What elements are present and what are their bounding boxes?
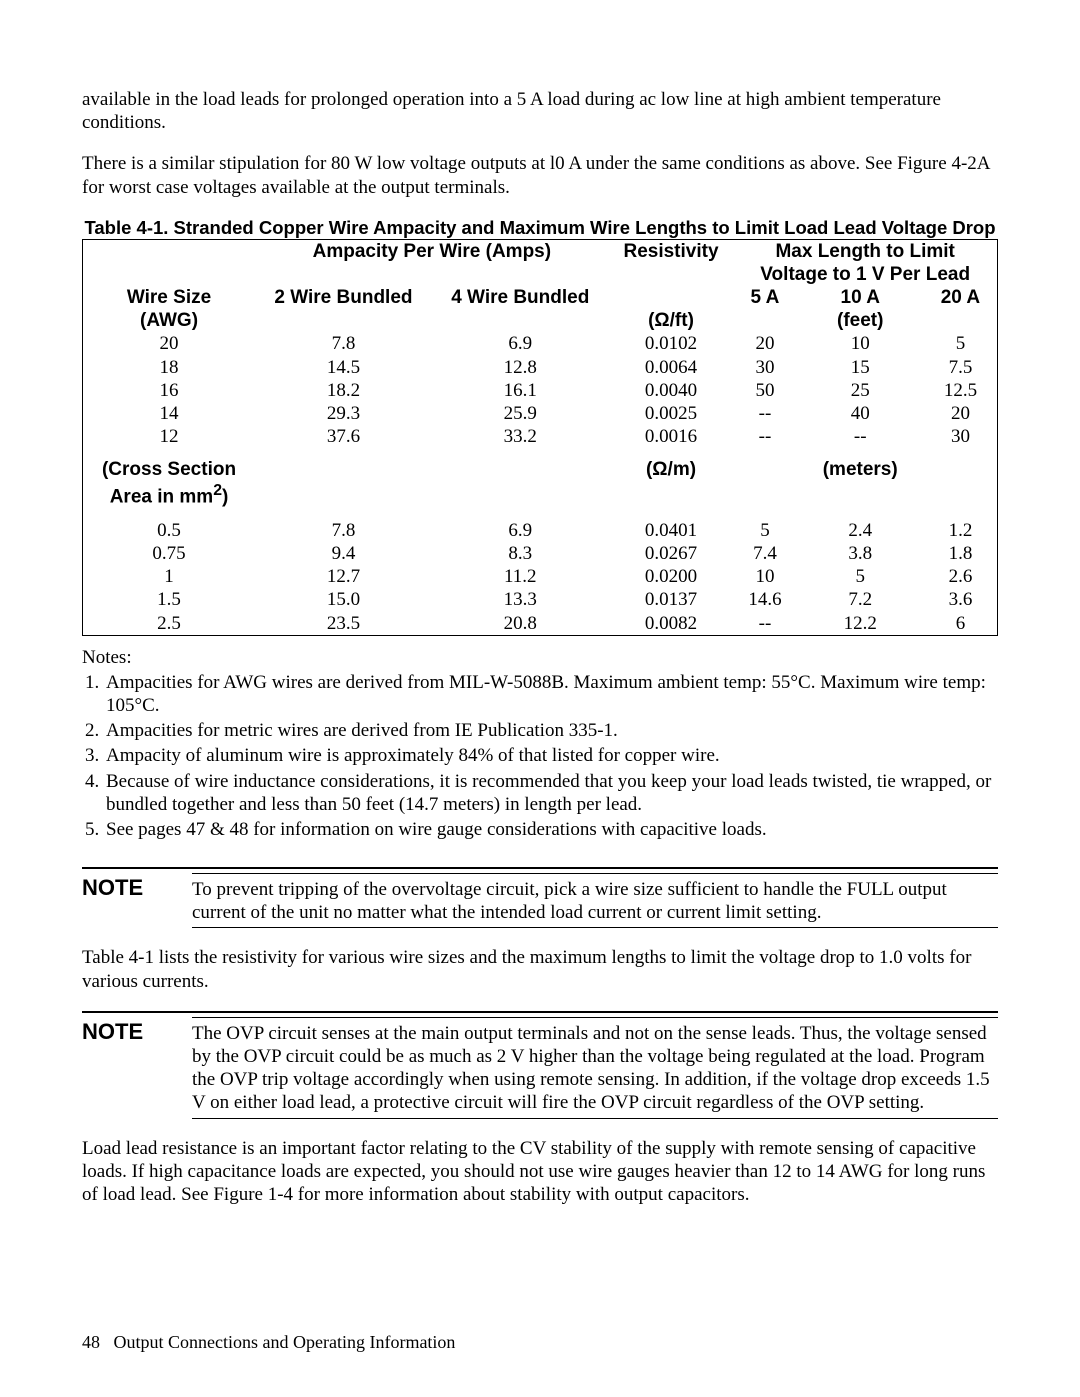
col-10a: 10 A [797, 286, 924, 309]
table-row: 0.759.48.30.02677.43.81.8 [83, 542, 998, 565]
table-head-row-5: (Cross Section (Ω/m) (meters) [83, 458, 998, 481]
footer-title: Output Connections and Operating Informa… [114, 1332, 456, 1352]
page: available in the load leads for prolonge… [0, 0, 1080, 1397]
paragraph-1: available in the load leads for prolonge… [82, 88, 998, 134]
table-row: 2.523.520.80.0082--12.26 [83, 612, 998, 636]
paragraph-4: Load lead resistance is an important fac… [82, 1137, 998, 1207]
table-head-row-3: Wire Size 2 Wire Bundled 4 Wire Bundled … [83, 286, 998, 309]
col-group-ampacity: Ampacity Per Wire (Amps) [255, 239, 609, 263]
table-row: 1814.512.80.006430157.5 [83, 356, 998, 379]
col-wire-size: Wire Size [83, 286, 256, 309]
table-row: 0.57.86.90.040152.41.2 [83, 519, 998, 542]
note-text: To prevent tripping of the overvoltage c… [192, 873, 998, 928]
table-head-row-2: Voltage to 1 V Per Lead [83, 263, 998, 286]
unit-feet: (feet) [797, 309, 924, 332]
note-label: NOTE [82, 873, 192, 901]
unit-cross-l1: (Cross Section [83, 458, 256, 481]
table-row: 1.515.013.30.013714.67.23.6 [83, 588, 998, 611]
note-box-1: NOTE To prevent tripping of the overvolt… [82, 867, 998, 930]
wire-table: Ampacity Per Wire (Amps) Resistivity Max… [82, 239, 998, 636]
paragraph-2: There is a similar stipulation for 80 W … [82, 152, 998, 198]
unit-res-m: (Ω/m) [609, 458, 734, 481]
col-20a: 20 A [924, 286, 998, 309]
unit-awg: (AWG) [83, 309, 256, 332]
notes-block: Notes: Ampacities for AWG wires are deri… [82, 646, 998, 841]
table-row: 1237.633.20.0016----30 [83, 425, 998, 448]
col-4wire: 4 Wire Bundled [432, 286, 609, 309]
table-caption: Table 4-1. Stranded Copper Wire Ampacity… [82, 217, 998, 239]
note-text: The OVP circuit senses at the main outpu… [192, 1017, 998, 1119]
table-head-row-6: Area in mm2) [83, 481, 998, 509]
unit-meters: (meters) [797, 458, 924, 481]
col-resistivity: Resistivity [609, 239, 734, 263]
table-row: 1429.325.90.0025--4020 [83, 402, 998, 425]
note-item: Ampacity of aluminum wire is approximate… [104, 744, 998, 767]
note-label: NOTE [82, 1017, 192, 1045]
note-item: See pages 47 & 48 for information on wir… [104, 818, 998, 841]
paragraph-3: Table 4-1 lists the resistivity for vari… [82, 946, 998, 992]
col-5a: 5 A [733, 286, 796, 309]
col-group-maxlen-l1: Max Length to Limit [733, 239, 997, 263]
table-head-row-1: Ampacity Per Wire (Amps) Resistivity Max… [83, 239, 998, 263]
unit-cross-l2: Area in mm2) [83, 481, 256, 509]
notes-heading: Notes: [82, 647, 132, 668]
page-number: 48 [82, 1332, 100, 1352]
note-item: Ampacities for AWG wires are derived fro… [104, 671, 998, 717]
table-head-row-4: (AWG) (Ω/ft) (feet) [83, 309, 998, 332]
unit-res-ft: (Ω/ft) [609, 309, 734, 332]
col-2wire: 2 Wire Bundled [255, 286, 432, 309]
page-footer: 48 Output Connections and Operating Info… [82, 1332, 455, 1353]
note-item: Ampacities for metric wires are derived … [104, 719, 998, 742]
table-row: 1618.216.10.0040502512.5 [83, 379, 998, 402]
table-row: 207.86.90.010220105 [83, 332, 998, 355]
note-box-2: NOTE The OVP circuit senses at the main … [82, 1011, 998, 1121]
col-group-maxlen-l2: Voltage to 1 V Per Lead [733, 263, 997, 286]
note-item: Because of wire inductance consideration… [104, 770, 998, 816]
table-row: 112.711.20.02001052.6 [83, 565, 998, 588]
